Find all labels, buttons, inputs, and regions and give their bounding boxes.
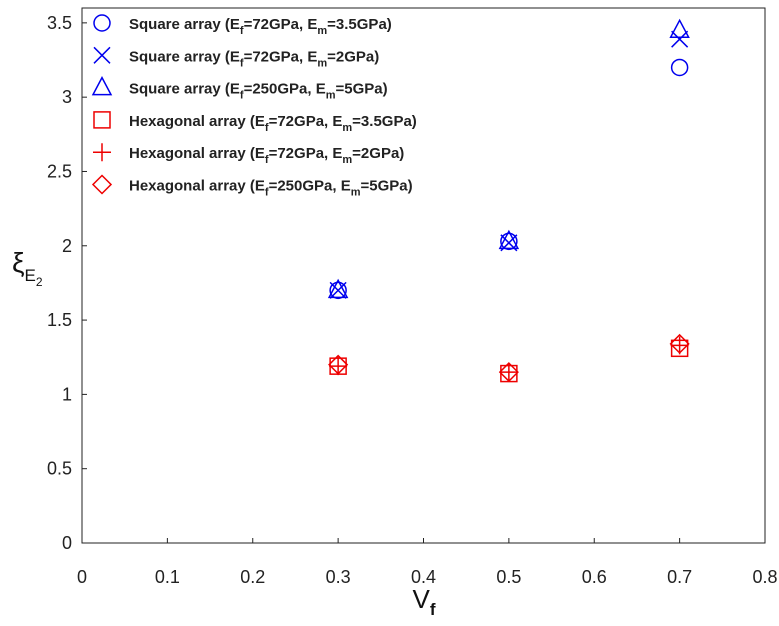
x-tick-label: 0.7 (667, 567, 692, 587)
x-tick-label: 0.8 (752, 567, 777, 587)
legend-marker-triangle (91, 75, 113, 96)
legend-label-prefix: Hexagonal array (E (129, 178, 265, 195)
legend-label: Hexagonal array (Ef=250GPa, Em=5GPa) (129, 178, 413, 199)
legend-label-mid: =72GPa, E (244, 48, 318, 65)
y-tick-label: 2.5 (47, 161, 72, 181)
legend-label: Hexagonal array (Ef=72GPa, Em=3.5GPa) (129, 113, 417, 134)
y-tick-label: 1 (62, 384, 72, 404)
data-point-series-5 (499, 363, 518, 382)
legend-label-prefix: Square array (E (129, 16, 240, 33)
legend-label-suffix: =2GPa) (352, 145, 404, 162)
legend-label-suffix: =2GPa) (327, 48, 379, 65)
legend-label-mid: =72GPa, E (244, 16, 318, 33)
legend-marker-plus (93, 143, 111, 162)
data-points (327, 18, 690, 383)
data-point-series-2 (671, 30, 689, 48)
legend-item: Hexagonal array (Ef=72GPa, Em=2GPa) (93, 143, 404, 166)
legend-item: Hexagonal array (Ef=72GPa, Em=3.5GPa) (93, 111, 417, 134)
y-axis: 0 0.5 1 1.5 2 2.5 3 3.5 (47, 13, 87, 553)
data-point-series-1 (500, 232, 518, 251)
y-tick-label: 0 (62, 533, 72, 553)
legend-label-mid: =72GPa, E (269, 113, 343, 130)
legend-label-prefix: Square array (E (129, 81, 240, 98)
x-tick-label: 0.3 (326, 567, 351, 587)
legend-label-mid: =72GPa, E (269, 145, 343, 162)
legend-label-mid: =250GPa, E (269, 178, 351, 195)
x-tick-label: 0.5 (496, 567, 521, 587)
data-point-series-6 (328, 354, 349, 375)
data-point-series-5 (329, 357, 348, 376)
legend-label-sub2: m (317, 25, 327, 37)
legend-label-suffix: =5GPa) (361, 178, 413, 195)
data-point-series-2 (329, 281, 347, 299)
y-axis-title: ξE2 (12, 247, 43, 289)
legend-label-suffix: =3.5GPa) (327, 16, 392, 33)
legend-label-sub1: f (265, 154, 269, 166)
legend: Square array (Ef=72GPa, Em=3.5GPa)Square… (91, 14, 417, 199)
legend-item: Hexagonal array (Ef=250GPa, Em=5GPa) (91, 174, 413, 199)
legend-label: Square array (Ef=250GPa, Em=5GPa) (129, 81, 388, 102)
y-tick-label: 2 (62, 236, 72, 256)
y-tick-label: 0.5 (47, 459, 72, 479)
x-axis: 0 0.1 0.2 0.3 0.4 0.5 0.6 0.7 0.8 (77, 538, 778, 587)
legend-label-sub1: f (240, 57, 244, 69)
legend-marker-diamond (91, 174, 113, 195)
legend-label-prefix: Hexagonal array (E (129, 113, 265, 130)
y-axis-title-subscript: E (25, 266, 36, 285)
data-point-series-5 (670, 336, 689, 355)
x-tick-label: 0.4 (411, 567, 436, 587)
legend-item: Square array (Ef=72GPa, Em=2GPa) (93, 46, 379, 69)
legend-label-sub2: m (317, 57, 327, 69)
data-point-series-1 (670, 58, 689, 77)
data-point-series-3 (498, 229, 520, 250)
y-tick-label: 3.5 (47, 13, 72, 33)
legend-marker-x (93, 46, 111, 64)
legend-label-sub2: m (351, 187, 361, 199)
x-tick-label: 0.2 (240, 567, 265, 587)
legend-label-sub2: m (342, 154, 352, 166)
legend-label: Hexagonal array (Ef=72GPa, Em=2GPa) (129, 145, 404, 166)
legend-item: Square array (Ef=72GPa, Em=3.5GPa) (93, 14, 392, 37)
data-point-series-6 (498, 362, 519, 383)
legend-label: Square array (Ef=72GPa, Em=2GPa) (129, 48, 379, 69)
legend-label-sub2: m (326, 90, 336, 102)
legend-label-prefix: Square array (E (129, 48, 240, 65)
y-axis-title-main: ξ (12, 247, 25, 278)
x-tick-label: 0.6 (582, 567, 607, 587)
legend-label-sub1: f (265, 122, 269, 134)
legend-label-sub1: f (240, 25, 244, 37)
data-point-series-3 (669, 18, 690, 39)
data-point-series-3 (327, 278, 349, 299)
legend-label-prefix: Hexagonal array (E (129, 145, 265, 162)
legend-label-sub1: f (240, 90, 244, 102)
legend-marker-circle (93, 14, 111, 32)
x-axis-title: Vf (412, 584, 435, 619)
legend-label-sub1: f (265, 187, 269, 199)
data-point-series-1 (329, 281, 347, 300)
x-axis-title-subscript: f (430, 600, 436, 619)
x-tick-label: 0 (77, 567, 87, 587)
y-tick-label: 3 (62, 87, 72, 107)
x-axis-title-main: V (412, 584, 430, 614)
legend-item: Square array (Ef=250GPa, Em=5GPa) (91, 75, 388, 102)
legend-label-suffix: =5GPa) (336, 81, 388, 98)
legend-label-sub2: m (342, 122, 352, 134)
legend-label: Square array (Ef=72GPa, Em=3.5GPa) (129, 16, 392, 37)
data-point-series-6 (669, 333, 690, 354)
y-axis-title-subsubscript: 2 (36, 275, 43, 289)
legend-label-mid: =250GPa, E (244, 81, 326, 98)
y-tick-label: 1.5 (47, 310, 72, 330)
x-tick-label: 0.1 (155, 567, 180, 587)
legend-label-suffix: =3.5GPa) (352, 113, 417, 130)
legend-marker-square (93, 111, 111, 129)
